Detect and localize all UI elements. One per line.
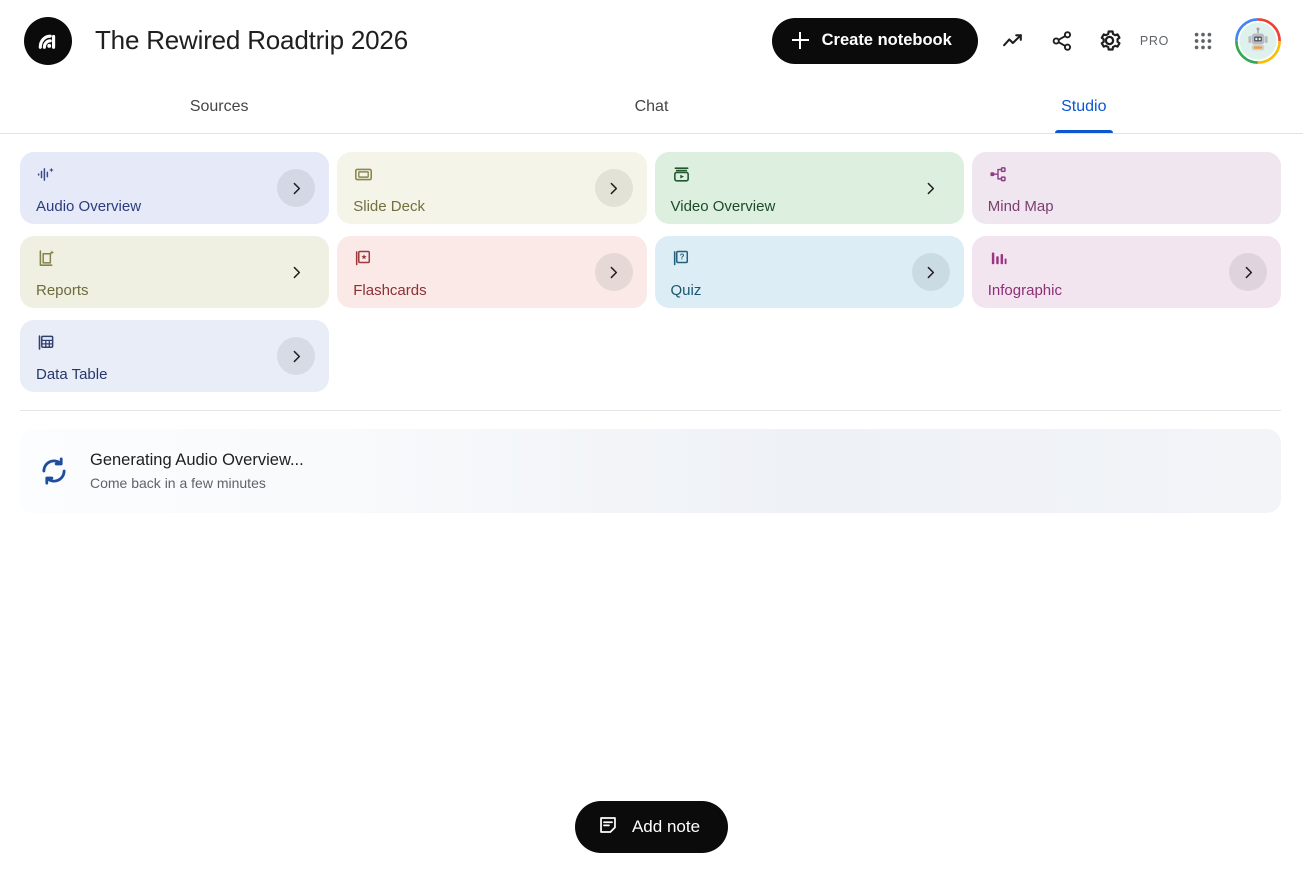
chevron-right-icon[interactable] <box>912 169 950 207</box>
data-table-icon <box>36 332 315 353</box>
studio-card-label: Quiz <box>670 282 702 299</box>
studio-card-label: Mind Map <box>987 198 1054 215</box>
generating-status-row[interactable]: Generating Audio Overview... Come back i… <box>20 429 1281 513</box>
studio-card-label: Video Overview <box>670 198 776 215</box>
studio-outputs-list: Generating Audio Overview... Come back i… <box>0 411 1303 513</box>
studio-card-label: Audio Overview <box>36 198 142 215</box>
note-icon <box>597 814 619 841</box>
report-sparkle-icon <box>36 248 315 269</box>
page-title: The Rewired Roadtrip 2026 <box>95 25 408 55</box>
status-text-group: Generating Audio Overview... Come back i… <box>90 451 304 491</box>
status-title: Generating Audio Overview... <box>90 451 304 469</box>
add-note-bar: Add note <box>0 801 1303 853</box>
video-overview-icon <box>671 164 950 185</box>
notebooklm-logo-icon[interactable] <box>24 16 72 65</box>
studio-card-label: Reports <box>36 282 89 299</box>
studio-card-video-overview[interactable]: Video Overview <box>654 152 964 224</box>
studio-card-data-table[interactable]: Data Table <box>20 320 330 392</box>
create-notebook-button[interactable]: Create notebook <box>771 17 978 64</box>
user-avatar-robot[interactable] <box>1235 17 1281 64</box>
studio-card-label: Flashcards <box>353 282 427 299</box>
chevron-right-icon[interactable] <box>594 253 633 291</box>
header-actions: Create notebook PRO <box>771 17 1281 65</box>
brand-group: The Rewired Roadtrip 2026 <box>24 16 408 65</box>
mind-map-icon <box>988 164 1267 185</box>
chevron-right-icon[interactable] <box>594 169 633 207</box>
audio-waveform-sparkle-icon <box>36 164 315 185</box>
app-header: The Rewired Roadtrip 2026 Create noteboo… <box>0 0 1303 81</box>
svg-text:?: ? <box>679 253 684 262</box>
quiz-question-icon: ? <box>671 248 950 269</box>
studio-card-grid: Audio Overview Slide Deck Video Overview <box>0 134 1303 392</box>
chevron-right-icon[interactable] <box>277 169 316 207</box>
studio-card-label: Data Table <box>36 366 108 383</box>
chevron-right-icon[interactable] <box>277 253 315 291</box>
studio-card-mind-map[interactable]: Mind Map <box>971 152 1281 224</box>
studio-card-quiz[interactable]: ? Quiz <box>654 236 964 308</box>
studio-card-label: Slide Deck <box>353 198 425 215</box>
add-note-button[interactable]: Add note <box>574 801 729 853</box>
slide-deck-icon <box>353 164 632 185</box>
studio-card-label: Infographic <box>987 282 1062 299</box>
chevron-right-icon[interactable] <box>277 337 316 375</box>
studio-card-reports[interactable]: Reports <box>20 236 330 308</box>
chevron-right-icon[interactable] <box>911 253 950 291</box>
create-notebook-label: Create notebook <box>821 31 952 49</box>
bar-chart-icon <box>988 248 1267 269</box>
trending-up-icon[interactable] <box>990 17 1038 65</box>
section-divider <box>20 410 1281 411</box>
apps-grid-icon[interactable] <box>1179 17 1227 65</box>
studio-card-audio-overview[interactable]: Audio Overview <box>20 152 330 224</box>
tab-sources[interactable]: Sources <box>3 81 435 133</box>
share-icon[interactable] <box>1038 17 1086 65</box>
plus-icon <box>791 32 809 49</box>
gear-icon[interactable] <box>1086 17 1134 65</box>
studio-card-infographic[interactable]: Infographic <box>971 236 1281 308</box>
tab-studio[interactable]: Studio <box>868 81 1300 133</box>
flashcards-icon <box>353 248 632 269</box>
pro-badge: PRO <box>1139 33 1169 48</box>
status-subtitle: Come back in a few minutes <box>90 475 266 491</box>
chevron-right-icon[interactable] <box>1229 253 1267 291</box>
studio-card-flashcards[interactable]: Flashcards <box>337 236 647 308</box>
studio-card-slide-deck[interactable]: Slide Deck <box>337 152 647 224</box>
add-note-label: Add note <box>631 817 701 836</box>
tab-chat[interactable]: Chat <box>435 81 867 133</box>
main-tabs: Sources Chat Studio <box>0 81 1303 134</box>
sync-refresh-icon <box>36 453 72 489</box>
